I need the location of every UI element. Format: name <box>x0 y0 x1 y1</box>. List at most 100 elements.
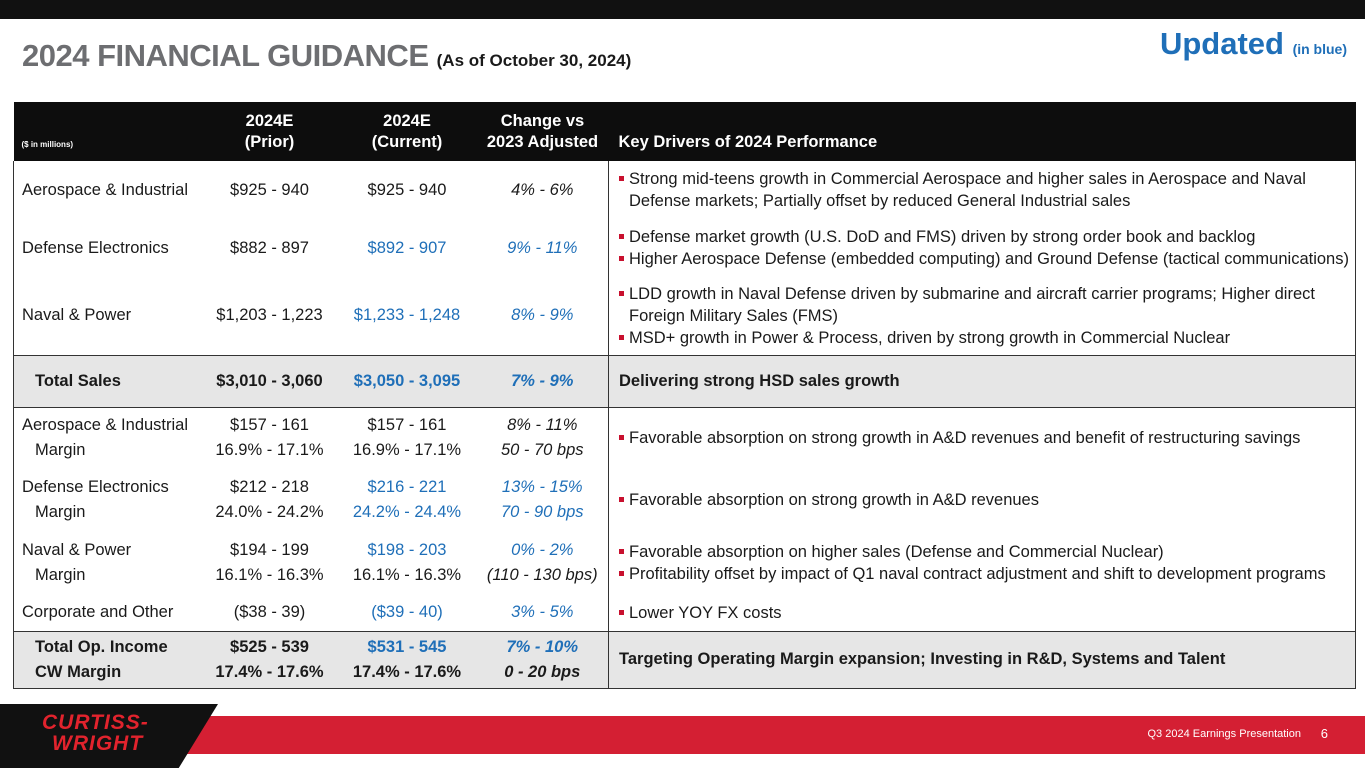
total-income-row: Total Op. Income CW Margin $525 - 539 17.4… <box>13 630 1356 688</box>
margin-label: Margin <box>35 566 86 584</box>
table-row: Defense Electronics $882 - 897 $892 - 90… <box>14 219 1356 277</box>
current-income: $216 - 221 <box>367 478 447 496</box>
bullet-square-icon <box>619 290 624 296</box>
change-income: 13% - 15% <box>501 478 583 496</box>
top-bar <box>0 0 1365 19</box>
driver-bullet: Higher Aerospace Defense (embedded compu… <box>619 248 1355 270</box>
current-value: $892 - 907 <box>367 238 447 257</box>
current-value: $1,233 - 1,248 <box>353 306 461 325</box>
prior-value: $212 - 218 24.0% - 24.2% <box>202 469 338 531</box>
drivers-header: Key Drivers of 2024 Performance <box>618 133 878 151</box>
driver-text: LDD growth in Naval Defense driven by su… <box>629 284 1315 325</box>
current-margin: 16.9% - 17.1% <box>352 441 462 460</box>
bullet-square-icon <box>619 497 624 502</box>
prior-value: $882 - 897 <box>230 238 309 257</box>
current-value: $157 - 161 16.9% - 17.1% <box>338 407 477 469</box>
current-header: 2024E (Current) <box>338 102 477 161</box>
prior-value: ($38 - 39) <box>233 603 306 622</box>
change-income: 8% - 11% <box>507 416 578 435</box>
current-value: $925 - 940 <box>367 180 447 199</box>
drivers-cell: Favorable absorption on strong growth in… <box>608 407 1356 469</box>
bullet-square-icon <box>619 549 624 554</box>
drivers-cell: Favorable absorption on strong growth in… <box>608 469 1356 531</box>
logo-background <box>0 704 218 768</box>
cw-margin-label: CW Margin <box>35 662 122 681</box>
segment-name: Defense Electronics <box>22 238 169 257</box>
change-value: 7% - 10% 0 - 20 bps <box>476 630 609 688</box>
title-date: (As of October 30, 2024) <box>436 51 632 70</box>
prior-margin: 16.1% - 16.3% <box>215 566 324 584</box>
footer-bar <box>0 716 1365 754</box>
margin-label: Margin <box>35 503 86 521</box>
driver-text: Profitability offset by impact of Q1 nav… <box>629 565 1326 583</box>
current-income: $157 - 161 <box>367 416 447 435</box>
driver-bullet: Profitability offset by impact of Q1 nav… <box>619 563 1355 585</box>
segment-name: Naval & Power Margin <box>14 531 202 595</box>
prior-header: 2024E (Prior) <box>202 102 338 161</box>
prior-margin: 16.9% - 17.1% <box>215 441 324 460</box>
logo-line2: WRIGHT <box>52 732 144 755</box>
current-header-line2: (Current) <box>371 133 443 151</box>
prior-margin: 17.4% - 17.6% <box>215 662 324 681</box>
segment-label: Defense Electronics <box>22 478 169 496</box>
prior-value: $194 - 199 16.1% - 16.3% <box>202 531 338 595</box>
current-margin: 17.4% - 17.6% <box>352 662 462 681</box>
segment-name: Aerospace & Industrial <box>22 180 189 199</box>
change-margin: 70 - 90 bps <box>500 503 584 521</box>
prior-income: $157 - 161 <box>230 416 309 435</box>
segment-label: Naval & Power <box>22 541 132 559</box>
total-sales-row: Total Sales $3,010 - 3,060 $3,050 - 3,09… <box>13 354 1356 408</box>
guidance-table: ($ in millions) 2024E (Prior) 2024E (Cur… <box>13 102 1356 689</box>
updated-legend: Updated (in blue) <box>1160 26 1347 62</box>
segment-label: Aerospace & Industrial <box>22 416 189 435</box>
segment-name: Aerospace & Industrial Margin <box>14 407 202 469</box>
change-header: Change vs 2023 Adjusted <box>477 102 609 161</box>
table-row: Naval & Power $1,203 - 1,223 $1,233 - 1,… <box>14 277 1356 355</box>
change-value: 3% - 5% <box>511 603 574 622</box>
driver-text: Strong mid-teens growth in Commercial Ae… <box>629 170 1306 210</box>
change-value: 8% - 9% <box>511 306 574 325</box>
prior-value: $157 - 161 16.9% - 17.1% <box>202 407 338 469</box>
table-row: Defense Electronics Margin $212 - 218 24.0… <box>14 469 1356 531</box>
total-income-name: Total Op. Income <box>35 637 168 656</box>
change-header-line1: Change vs <box>500 112 585 130</box>
bullet-square-icon <box>619 234 624 239</box>
prior-value: $925 - 940 <box>230 180 309 199</box>
prior-value: $1,203 - 1,223 <box>216 306 323 325</box>
drivers-cell: Lower YOY FX costs <box>608 595 1356 631</box>
page-number: 6 <box>1320 726 1328 741</box>
driver-bullet: Lower YOY FX costs <box>619 602 1355 624</box>
total-sales-label: Total Sales <box>13 354 202 408</box>
prior-value: $525 - 539 17.4% - 17.6% <box>201 630 338 688</box>
change-value: 7% - 9% <box>476 354 609 408</box>
prior-income: $194 - 199 <box>230 541 309 559</box>
change-value: 4% - 6% <box>511 180 574 199</box>
current-margin: 16.1% - 16.3% <box>352 566 462 584</box>
driver-text: Favorable absorption on strong growth in… <box>629 429 1301 448</box>
current-header-line1: 2024E <box>383 112 431 130</box>
units-header: ($ in millions) <box>21 140 74 149</box>
page-title: 2024 FINANCIAL GUIDANCE (As of October 3… <box>22 38 631 74</box>
change-value: 0% - 2% (110 - 130 bps) <box>477 531 609 595</box>
bullet-square-icon <box>619 571 624 576</box>
driver-bullet: LDD growth in Naval Defense driven by su… <box>619 283 1355 327</box>
drivers-cell: Strong mid-teens growth in Commercial Ae… <box>608 161 1356 219</box>
driver-bullet: MSD+ growth in Power & Process, driven b… <box>619 327 1355 349</box>
current-value: $531 - 545 17.4% - 17.6% <box>337 630 477 688</box>
driver-text: Favorable absorption on strong growth in… <box>629 491 1039 509</box>
bullet-square-icon <box>619 256 624 261</box>
drivers-cell: LDD growth in Naval Defense driven by su… <box>608 277 1356 355</box>
driver-bullet: Favorable absorption on higher sales (De… <box>619 541 1355 563</box>
change-margin: 0 - 20 bps <box>504 662 581 681</box>
logo-line1: CURTISS- <box>42 711 149 734</box>
change-income: 7% - 10% <box>506 637 579 656</box>
change-header-line2: 2023 Adjusted <box>486 133 599 151</box>
current-value: $198 - 203 16.1% - 16.3% <box>338 531 477 595</box>
title-main: 2024 FINANCIAL GUIDANCE <box>22 38 429 73</box>
segment-name: Defense Electronics Margin <box>14 469 202 531</box>
change-value: 13% - 15% 70 - 90 bps <box>477 469 609 531</box>
prior-value: $3,010 - 3,060 <box>201 354 338 408</box>
presentation-name: Q3 2024 Earnings Presentation <box>1147 728 1302 740</box>
change-income: 0% - 2% <box>511 541 574 559</box>
driver-bullet: Strong mid-teens growth in Commercial Ae… <box>619 168 1355 212</box>
